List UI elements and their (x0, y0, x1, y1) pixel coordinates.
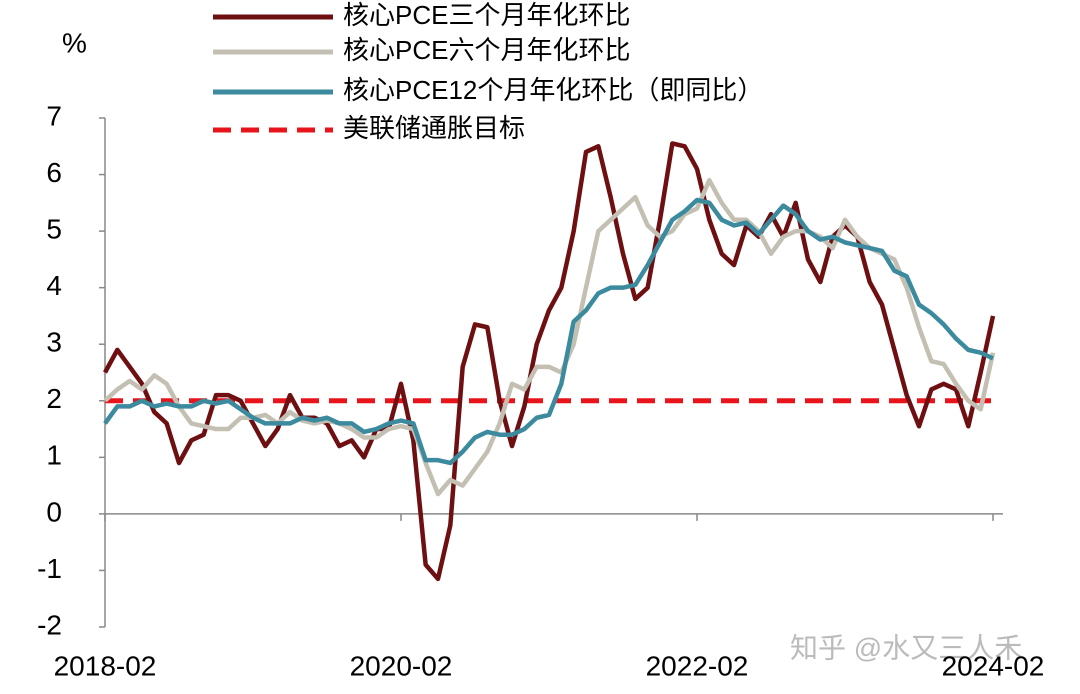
y-tick-label: 4 (46, 270, 62, 301)
y-tick-label: -1 (37, 553, 62, 584)
y-axis-label: % (62, 27, 87, 58)
x-tick-label: 2024-02 (942, 650, 1045, 681)
watermark: 知乎 @水又三人禾 (790, 632, 1022, 663)
legend-label: 美联储通胀目标 (343, 113, 525, 143)
legend-label: 核心PCE12个月年化环比（即同比） (343, 75, 763, 105)
y-tick-label: 0 (46, 496, 62, 527)
y-tick-label: 6 (46, 157, 62, 188)
y-tick-label: 1 (46, 440, 62, 471)
legend-label: 核心PCE六个月年化环比 (343, 35, 630, 65)
series-line (103, 177, 996, 497)
y-tick-label: 7 (46, 100, 62, 131)
x-tick-label: 2020-02 (350, 650, 453, 681)
y-tick-label: 3 (46, 327, 62, 358)
legend-label: 核心PCE三个月年化环比 (343, 0, 630, 30)
series-line (103, 197, 994, 466)
y-tick-label: 5 (46, 214, 62, 245)
y-tick-label: 2 (46, 383, 62, 414)
series-line (103, 141, 996, 582)
x-tick-label: 2018-02 (54, 650, 157, 681)
y-tick-label: -2 (37, 609, 62, 640)
x-tick-label: 2022-02 (646, 650, 749, 681)
